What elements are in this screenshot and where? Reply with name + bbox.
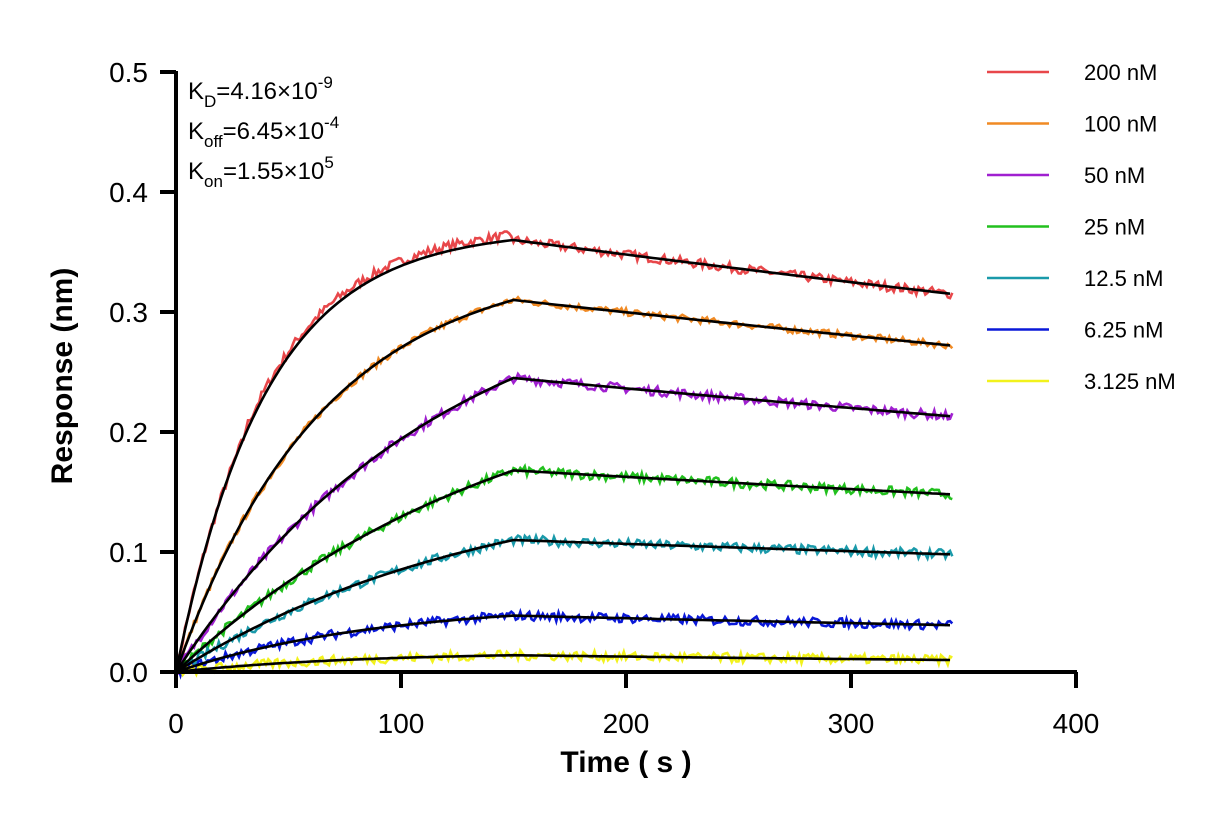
kinetic-constant-label: Koff=6.45×10-4 (188, 113, 339, 151)
legend-label: 3.125 nM (1084, 369, 1176, 394)
y-tick-label: 0.2 (109, 417, 148, 448)
legend-label: 6.25 nM (1084, 318, 1164, 343)
y-tick-label: 0.0 (109, 657, 148, 688)
y-tick-label: 0.1 (109, 537, 148, 568)
fit-curve (174, 238, 951, 673)
series-line-12_5-nM (174, 532, 954, 673)
x-tick-label: 200 (603, 708, 650, 739)
legend-label: 50 nM (1084, 163, 1145, 188)
fit-curve (175, 653, 951, 674)
y-axis-title: Response (nm) (46, 268, 79, 485)
y-tick-label: 0.3 (109, 297, 148, 328)
fit-curves (174, 238, 951, 674)
x-axis-title: Time ( s ) (560, 746, 691, 779)
series-line-200-nM (174, 229, 954, 673)
fit-curve (175, 469, 951, 673)
fit-curve (174, 376, 951, 673)
x-tick-label: 300 (828, 708, 875, 739)
legend-label: 12.5 nM (1084, 266, 1164, 291)
legend-label: 100 nM (1084, 112, 1157, 137)
legend-label: 200 nM (1084, 60, 1157, 85)
series-line-50-nM (175, 371, 954, 676)
fit-curve (175, 538, 951, 674)
fit-curve (174, 298, 951, 673)
y-tick-label: 0.4 (109, 177, 148, 208)
x-tick-label: 0 (168, 708, 184, 739)
legend: 200 nM 100 nM 50 nM 25 nM 12.5 nM 6.25 nM 3.12… (987, 60, 1176, 394)
fit-curve (175, 614, 951, 674)
ticks: 0 100 200 300 400 0.0 0.1 0.2 0.3 0.4 0.5 (109, 57, 1099, 739)
kinetic-constant-label: KD=4.16×10-9 (188, 73, 333, 111)
kinetic-constant-label: Kon=1.55×105 (188, 153, 334, 191)
y-tick-label: 0.5 (109, 57, 148, 88)
x-tick-label: 100 (378, 708, 425, 739)
legend-label: 25 nM (1084, 215, 1145, 240)
x-tick-label: 400 (1053, 708, 1100, 739)
